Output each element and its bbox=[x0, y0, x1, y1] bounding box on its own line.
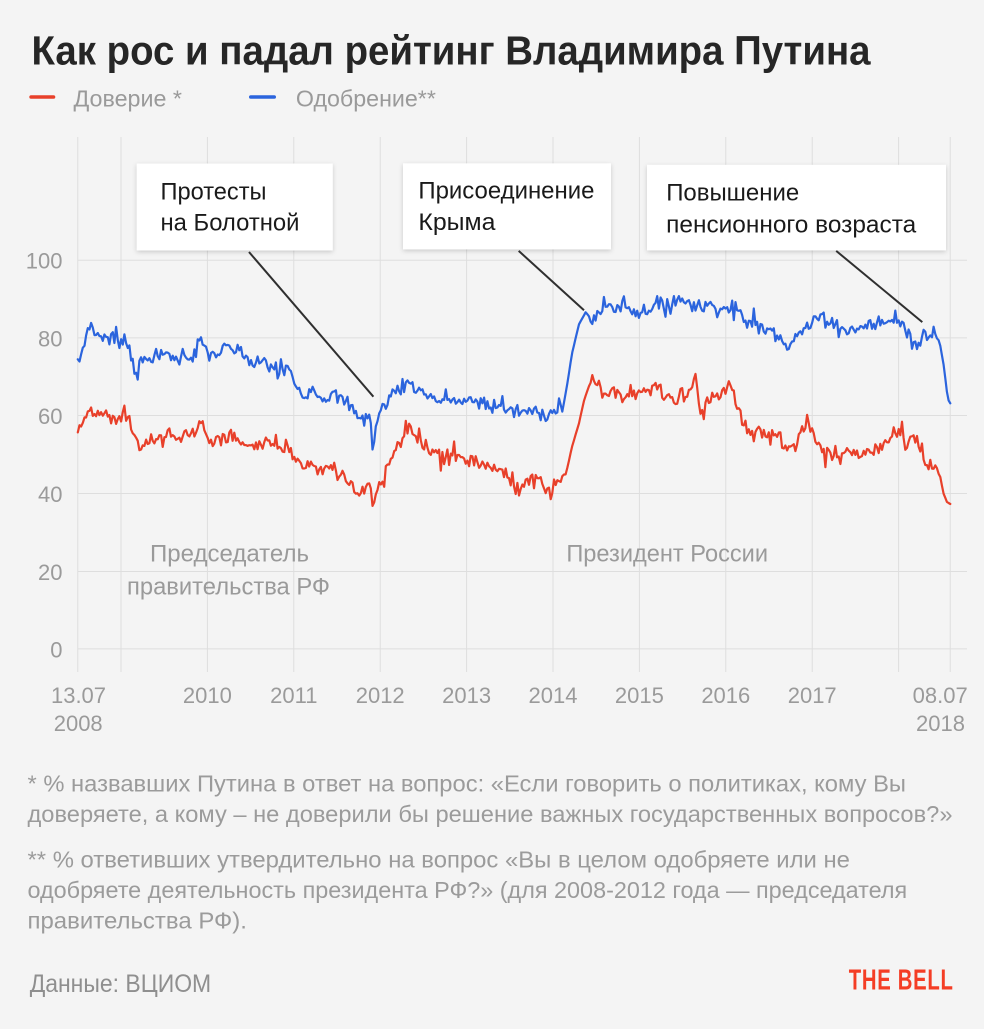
svg-text:2008: 2008 bbox=[54, 711, 103, 736]
svg-text:пенсионного возраста: пенсионного возраста bbox=[666, 212, 917, 239]
svg-text:Как рос и падал рейтинг Владим: Как рос и падал рейтинг Владимира Путина bbox=[32, 28, 872, 74]
svg-text:одобряете деятельность президе: одобряете деятельность президента РФ?» (… bbox=[28, 877, 908, 903]
svg-text:Председатель: Председатель bbox=[150, 541, 309, 568]
svg-text:80: 80 bbox=[38, 326, 62, 351]
svg-text:2016: 2016 bbox=[701, 683, 750, 708]
svg-text:2012: 2012 bbox=[356, 683, 405, 708]
svg-text:Повышение: Повышение bbox=[666, 180, 799, 207]
svg-text:Крыма: Крыма bbox=[418, 209, 496, 236]
svg-text:2010: 2010 bbox=[183, 683, 232, 708]
svg-text:Присоединение: Присоединение bbox=[418, 178, 594, 205]
svg-text:доверяете, а кому – не доверил: доверяете, а кому – не доверили бы решен… bbox=[28, 801, 953, 827]
svg-text:Протесты: Протесты bbox=[161, 178, 267, 205]
svg-text:2017: 2017 bbox=[788, 683, 837, 708]
svg-text:0: 0 bbox=[50, 637, 62, 662]
svg-text:Данные: ВЦИОМ: Данные: ВЦИОМ bbox=[30, 970, 212, 998]
svg-text:2015: 2015 bbox=[615, 683, 664, 708]
svg-text:60: 60 bbox=[38, 404, 62, 429]
svg-text:08.07: 08.07 bbox=[913, 683, 968, 708]
svg-text:на Болотной: на Болотной bbox=[161, 210, 300, 237]
svg-text:40: 40 bbox=[38, 482, 62, 507]
svg-text:2014: 2014 bbox=[529, 683, 578, 708]
svg-text:2011: 2011 bbox=[270, 683, 317, 708]
svg-text:THE BELL: THE BELL bbox=[849, 964, 954, 996]
svg-text:20: 20 bbox=[38, 560, 62, 585]
svg-text:* % назвавших Путина в ответ н: * % назвавших Путина в ответ на вопрос: … bbox=[28, 771, 906, 797]
svg-text:Одобрение**: Одобрение** bbox=[296, 86, 436, 112]
svg-text:13.07: 13.07 bbox=[51, 683, 106, 708]
svg-text:Доверие *: Доверие * bbox=[74, 86, 183, 112]
svg-text:правительства РФ: правительства РФ bbox=[127, 574, 330, 601]
svg-text:** % ответивших утвердительно: ** % ответивших утвердительно на вопрос … bbox=[28, 847, 850, 873]
svg-text:Президент России: Президент России bbox=[566, 541, 768, 568]
svg-text:2013: 2013 bbox=[442, 683, 491, 708]
svg-text:правительства РФ).: правительства РФ). bbox=[28, 908, 247, 934]
svg-text:100: 100 bbox=[26, 249, 63, 274]
svg-text:2018: 2018 bbox=[916, 711, 965, 736]
